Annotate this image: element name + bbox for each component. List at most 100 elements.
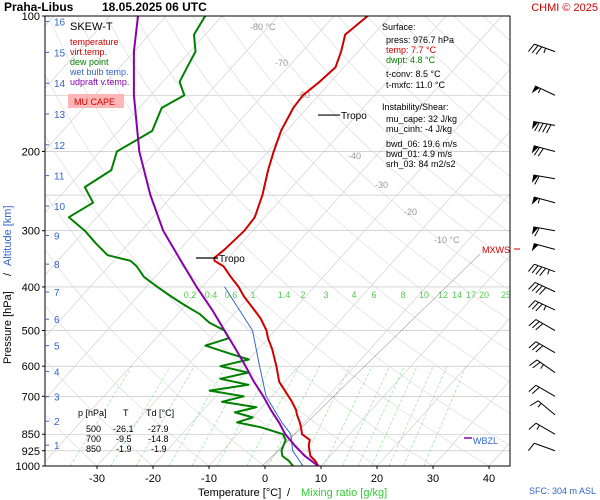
wind-barb-full bbox=[535, 323, 544, 331]
isotherm-line bbox=[45, 16, 391, 400]
wind-barb-staff bbox=[533, 121, 556, 126]
isotherm-label: -80 °C bbox=[250, 22, 276, 32]
mixing-ratio-line bbox=[342, 366, 390, 466]
wind-barb-staff bbox=[533, 243, 556, 250]
wind-barb-staff bbox=[535, 341, 556, 354]
mixing-ratio-label: 2 bbox=[300, 290, 305, 300]
mxws-guide-line bbox=[262, 253, 481, 466]
isotherm-label: -30 bbox=[375, 180, 388, 190]
temperature-tick-label: 30 bbox=[427, 473, 439, 485]
altitude-label: 6 bbox=[54, 315, 60, 326]
wind-barb-half bbox=[543, 305, 547, 311]
mixing-ratio-label: 1 bbox=[250, 290, 255, 300]
wind-barb-full bbox=[531, 343, 540, 351]
wind-barb-half bbox=[536, 424, 540, 430]
dry-adiabat bbox=[45, 305, 210, 466]
mixing-ratio-line bbox=[135, 366, 195, 466]
mixing-ratio-label: 20 bbox=[479, 290, 489, 300]
mixing-ratio-label: 3 bbox=[323, 290, 328, 300]
wind-barb-full bbox=[531, 265, 539, 274]
table-cell: 700 bbox=[86, 434, 101, 444]
altitude-label: 4 bbox=[54, 367, 60, 378]
dew-point-line bbox=[67, 16, 294, 466]
mixing-ratio-label: 0.2 bbox=[184, 290, 197, 300]
pressure-tick-label: 850 bbox=[22, 429, 40, 441]
temperature-tick-label: -30 bbox=[89, 473, 105, 485]
legend-virt-temp: virt.temp. bbox=[70, 47, 107, 57]
wind-barb-full bbox=[531, 45, 539, 54]
wind-barb-staff bbox=[537, 400, 556, 416]
instability-mucape: mu_cape: 32 J/kg bbox=[386, 114, 457, 124]
altitude-label: 1 bbox=[54, 441, 60, 452]
x-axis-label2: Mixing ratio [g/kg] bbox=[301, 487, 387, 499]
instability-title: Instability/Shear: bbox=[382, 102, 449, 112]
dry-adiabat bbox=[221, 16, 510, 292]
altitude-label: 12 bbox=[54, 141, 66, 152]
pressure-tick-label: 700 bbox=[22, 391, 40, 403]
plot-frame bbox=[44, 15, 511, 467]
wind-barb-staff bbox=[535, 384, 556, 397]
dry-adiabat bbox=[45, 414, 98, 466]
profile-series bbox=[67, 16, 481, 466]
tropopause-markers: Tropo Tropo bbox=[196, 111, 367, 265]
wind-barb-staff bbox=[533, 226, 556, 232]
sfc-label: SFC: 304 m ASL bbox=[529, 486, 596, 496]
wind-barb-half bbox=[537, 88, 541, 94]
altitude-label: 11 bbox=[54, 172, 65, 183]
mixing-ratio-label: 12 bbox=[438, 290, 448, 300]
pressure-tick-label: 600 bbox=[22, 361, 40, 373]
tropopause-label: Tropo bbox=[341, 111, 367, 122]
wind-barb-full bbox=[533, 147, 540, 156]
wind-barb-flag bbox=[531, 226, 539, 235]
legend-dew-point: dew point bbox=[70, 57, 109, 67]
isotherm-label: -40 bbox=[348, 151, 361, 161]
dry-adiabat bbox=[512, 16, 600, 466]
wind-barb-full bbox=[535, 345, 544, 353]
wind-barb-flag bbox=[531, 174, 539, 183]
dry-adiabat bbox=[192, 16, 510, 321]
wind-barb-flag bbox=[531, 243, 539, 252]
station-name: Praha-Libus bbox=[4, 0, 74, 14]
mixing-ratio-label: 10 bbox=[419, 290, 429, 300]
wind-barb-flag bbox=[531, 85, 540, 94]
dry-adiabat bbox=[337, 16, 510, 177]
altitude-label: 5 bbox=[54, 342, 60, 353]
wind-barb bbox=[528, 263, 556, 277]
y-axis-pressure-label: Pressure [hPa] bbox=[2, 291, 14, 364]
wind-barb-full bbox=[531, 283, 540, 292]
altitude-label: 15 bbox=[54, 48, 66, 59]
wind-barb-full bbox=[535, 303, 543, 312]
table-cell: 500 bbox=[86, 424, 101, 434]
altitude-label: 14 bbox=[54, 79, 66, 90]
dry-adiabat bbox=[453, 16, 510, 68]
dry-adiabat bbox=[279, 16, 510, 233]
mixing-ratio-label: 8 bbox=[400, 290, 405, 300]
instability-box: Instability/Shear: mu_cape: 32 J/kg mu_c… bbox=[382, 102, 458, 169]
instability-mucinh: mu_cinh: -4 J/kg bbox=[386, 124, 452, 134]
x-axis-label: Temperature [°C] bbox=[198, 487, 281, 499]
mixing-ratio-line bbox=[357, 366, 405, 466]
pressure-tick-label: 925 bbox=[22, 446, 40, 458]
mixing-ratio-label: 1.4 bbox=[278, 290, 291, 300]
dry-adiabat bbox=[47, 16, 490, 466]
wind-barb bbox=[531, 243, 556, 252]
y-axis-altitude-label: Altitude [km] bbox=[2, 205, 14, 266]
pressure-tick-label: 400 bbox=[22, 282, 40, 294]
y-axis-title: Pressure [hPa] / Altitude [km] bbox=[2, 205, 14, 364]
wind-barb-full bbox=[539, 267, 546, 277]
wind-barb-full bbox=[537, 148, 544, 157]
chart-title: SKEW-T bbox=[70, 21, 113, 33]
wind-barb-full bbox=[542, 123, 548, 133]
mixing-ratio-line bbox=[300, 366, 351, 466]
credit: CHMI © 2025 bbox=[531, 2, 598, 14]
wind-barb-half bbox=[537, 403, 542, 408]
wind-barb-full bbox=[534, 175, 540, 185]
wind-barb bbox=[528, 422, 556, 435]
wind-barb-full bbox=[531, 301, 540, 310]
temperature-tick-label: 40 bbox=[483, 473, 495, 485]
surface-title: Surface: bbox=[382, 22, 416, 32]
wind-barb-staff bbox=[535, 422, 556, 435]
isotherm-line bbox=[45, 16, 279, 276]
